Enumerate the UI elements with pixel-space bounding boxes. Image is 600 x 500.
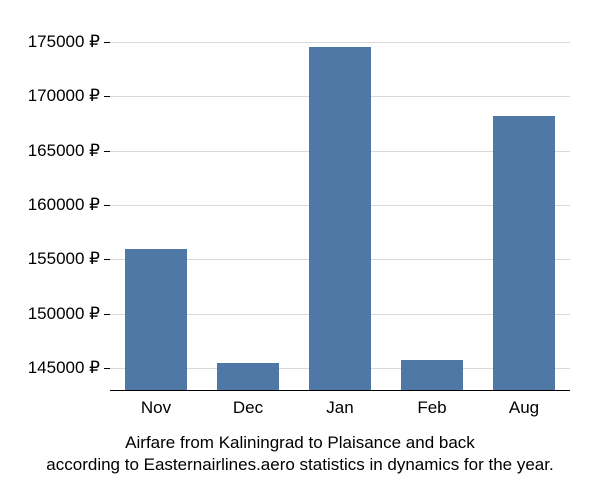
chart-caption: Airfare from Kaliningrad to Plaisance an… bbox=[0, 432, 600, 476]
grid-line bbox=[110, 42, 570, 43]
bar-nov bbox=[125, 249, 188, 390]
y-tick-label: 160000 ₽ bbox=[28, 195, 100, 215]
y-tick-label: 155000 ₽ bbox=[28, 249, 100, 269]
y-tick-label: 170000 ₽ bbox=[28, 86, 100, 106]
y-tick bbox=[104, 42, 110, 43]
x-tick-label: Aug bbox=[478, 398, 570, 418]
y-tick bbox=[104, 259, 110, 260]
x-tick-label: Nov bbox=[110, 398, 202, 418]
y-tick bbox=[104, 151, 110, 152]
x-tick-label: Feb bbox=[386, 398, 478, 418]
bar-jan bbox=[309, 47, 372, 390]
bar-aug bbox=[493, 116, 556, 390]
y-tick-label: 145000 ₽ bbox=[28, 358, 100, 378]
plot-area bbox=[110, 20, 570, 391]
y-tick bbox=[104, 368, 110, 369]
bar-dec bbox=[217, 363, 280, 390]
airfare-bar-chart: 145000 ₽ 150000 ₽ 155000 ₽ 160000 ₽ 165000 ₽… bbox=[0, 0, 600, 500]
x-tick-label: Jan bbox=[294, 398, 386, 418]
y-tick bbox=[104, 314, 110, 315]
y-tick bbox=[104, 205, 110, 206]
caption-line-2: according to Easternairlines.aero statis… bbox=[46, 455, 553, 474]
y-tick bbox=[104, 96, 110, 97]
bar-feb bbox=[401, 360, 464, 390]
y-tick-label: 165000 ₽ bbox=[28, 141, 100, 161]
y-tick-label: 175000 ₽ bbox=[28, 32, 100, 52]
caption-line-1: Airfare from Kaliningrad to Plaisance an… bbox=[125, 433, 475, 452]
x-tick-label: Dec bbox=[202, 398, 294, 418]
y-tick-label: 150000 ₽ bbox=[28, 304, 100, 324]
